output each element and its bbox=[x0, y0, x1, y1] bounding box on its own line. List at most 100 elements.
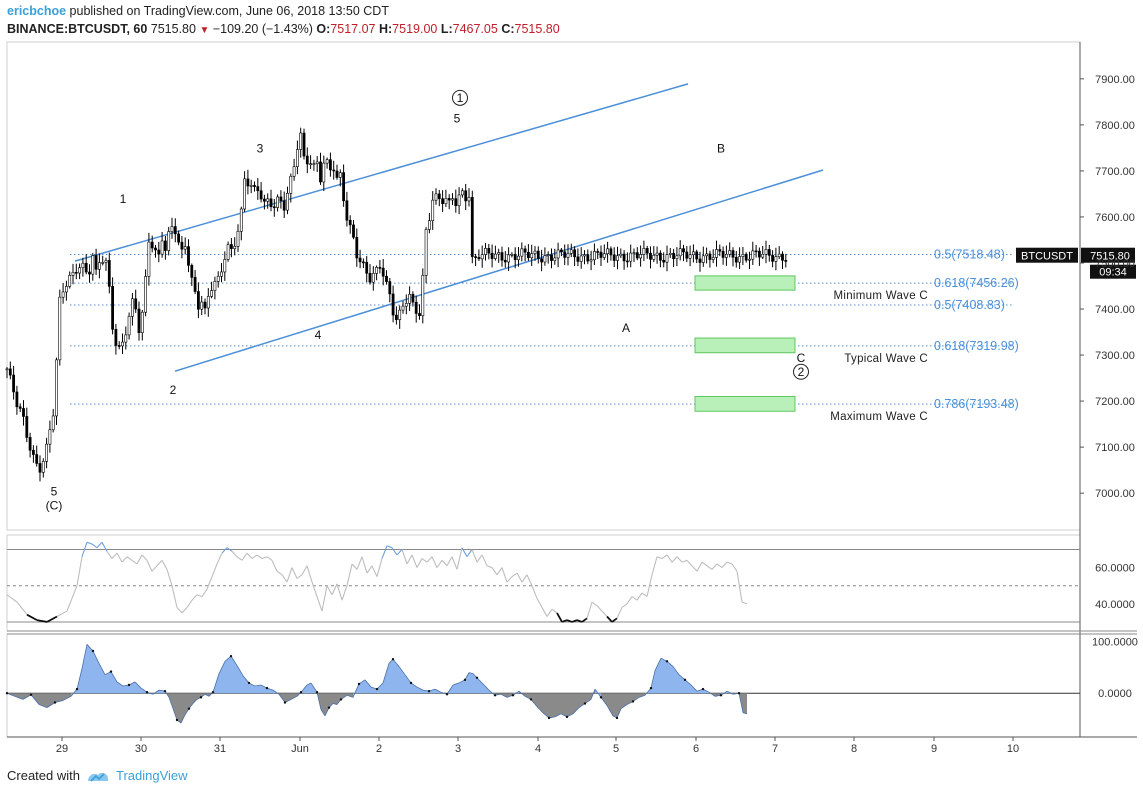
rsi-segment bbox=[621, 603, 628, 608]
rsi-segment bbox=[286, 567, 293, 583]
candle-down bbox=[441, 198, 445, 205]
oscillator-area-negative bbox=[561, 693, 567, 717]
candle-down bbox=[74, 272, 78, 274]
candle-down bbox=[203, 301, 207, 309]
rsi-segment bbox=[551, 608, 558, 614]
rsi-segment bbox=[541, 607, 548, 617]
oscillator-line bbox=[446, 684, 454, 695]
candle-up bbox=[457, 194, 461, 206]
oscillator-dot bbox=[615, 716, 619, 720]
candle-down bbox=[358, 257, 362, 263]
channel-line-lower bbox=[174, 169, 824, 372]
candle-down bbox=[698, 258, 702, 263]
candle-down bbox=[256, 186, 260, 192]
fib-level-label: 0.618(7319.98) bbox=[934, 339, 1019, 353]
candle-up bbox=[602, 253, 606, 258]
oscillator-area-negative bbox=[63, 693, 71, 701]
candle-up bbox=[777, 253, 781, 258]
candle-up bbox=[51, 415, 55, 431]
oscillator-line bbox=[638, 694, 646, 698]
oscillator-dot bbox=[737, 692, 741, 695]
rsi-segment bbox=[16, 601, 28, 616]
oscillator-dot bbox=[409, 681, 413, 685]
oscillator-area-positive bbox=[697, 689, 703, 694]
oscillator-dot bbox=[529, 698, 533, 701]
candle-up bbox=[431, 199, 435, 221]
wave-label: 2 bbox=[798, 365, 805, 379]
candle-up bbox=[665, 254, 669, 263]
candle-down bbox=[695, 251, 699, 260]
oscillator-line bbox=[584, 699, 592, 704]
tradingview-logo-icon[interactable] bbox=[86, 769, 110, 783]
countdown-tag bbox=[1090, 264, 1136, 279]
rsi-segment bbox=[636, 592, 643, 601]
oscillator-area-positive bbox=[371, 687, 377, 694]
y-tick-label: 7900.00 bbox=[1095, 74, 1135, 86]
oscillator-area-negative bbox=[185, 693, 189, 715]
candle-up bbox=[530, 253, 534, 259]
rsi-segment bbox=[411, 554, 418, 568]
pane-border bbox=[6, 633, 1081, 738]
candle-up bbox=[579, 255, 583, 262]
candle-down bbox=[262, 198, 266, 202]
candle-up bbox=[741, 253, 745, 257]
wave-label: 5 bbox=[454, 112, 461, 126]
rsi-segment bbox=[316, 596, 323, 612]
rsi-segment bbox=[46, 615, 58, 623]
candle-up bbox=[652, 255, 656, 260]
candle-up bbox=[226, 244, 230, 260]
oscillator-line bbox=[452, 682, 460, 686]
author-name[interactable]: ericbchoe bbox=[7, 4, 67, 18]
oscillator-line bbox=[242, 675, 250, 684]
candle-down bbox=[173, 226, 177, 235]
oscillator-area-positive bbox=[135, 681, 141, 694]
rsi-segment bbox=[66, 585, 78, 612]
rsi-segment bbox=[236, 556, 243, 561]
tradingview-brand-link[interactable]: TradingView bbox=[115, 768, 188, 783]
oscillator-line bbox=[324, 707, 330, 717]
candle-up bbox=[140, 311, 144, 333]
x-tick-label: 4 bbox=[535, 743, 541, 755]
oscillator-area-positive bbox=[655, 658, 661, 694]
rsi-segment bbox=[376, 558, 383, 577]
candle-up bbox=[233, 246, 237, 249]
rsi-pane: 60.0000 40.0000 bbox=[6, 541, 1135, 623]
candle-down bbox=[302, 132, 306, 157]
rsi-segment bbox=[6, 594, 18, 603]
candle-down bbox=[385, 275, 388, 282]
candle-up bbox=[668, 253, 672, 255]
oscillator-area-negative bbox=[607, 693, 613, 716]
candle-up bbox=[408, 294, 412, 304]
oscillator-line bbox=[70, 688, 78, 697]
oscillator-area-negative bbox=[549, 693, 555, 718]
rsi-segment bbox=[661, 554, 668, 559]
wave-label: 2 bbox=[170, 383, 177, 397]
oscillator-line bbox=[720, 690, 728, 696]
candle-down bbox=[490, 252, 494, 259]
candle-down bbox=[635, 252, 639, 259]
y-tick-label: 7600.00 bbox=[1095, 212, 1135, 224]
symbol-tag bbox=[1016, 247, 1078, 263]
oscillator-line bbox=[590, 688, 596, 700]
rsi-segment bbox=[496, 567, 503, 576]
rsi-segment bbox=[491, 567, 498, 576]
candle-up bbox=[144, 276, 148, 313]
oscillator-line bbox=[620, 704, 628, 710]
fib-level-label: 0.618(7456.26) bbox=[934, 276, 1019, 290]
oscillator-dot bbox=[187, 707, 191, 710]
oscillator-line bbox=[110, 671, 118, 683]
oscillator-line bbox=[708, 691, 716, 697]
oscillator-area-positive bbox=[87, 644, 93, 694]
oscillator-line bbox=[382, 663, 390, 684]
rsi-segment bbox=[521, 574, 528, 583]
rsi-segment bbox=[341, 585, 348, 601]
rsi-segment bbox=[466, 549, 473, 558]
candle-down bbox=[464, 190, 468, 202]
footer: Created with TradingView bbox=[7, 768, 188, 783]
candle-down bbox=[685, 251, 689, 259]
rsi-segment bbox=[151, 565, 158, 572]
candle-up bbox=[421, 275, 425, 316]
wave-c-target-label: Typical Wave C bbox=[844, 353, 928, 365]
oscillator-area-negative bbox=[181, 693, 185, 724]
